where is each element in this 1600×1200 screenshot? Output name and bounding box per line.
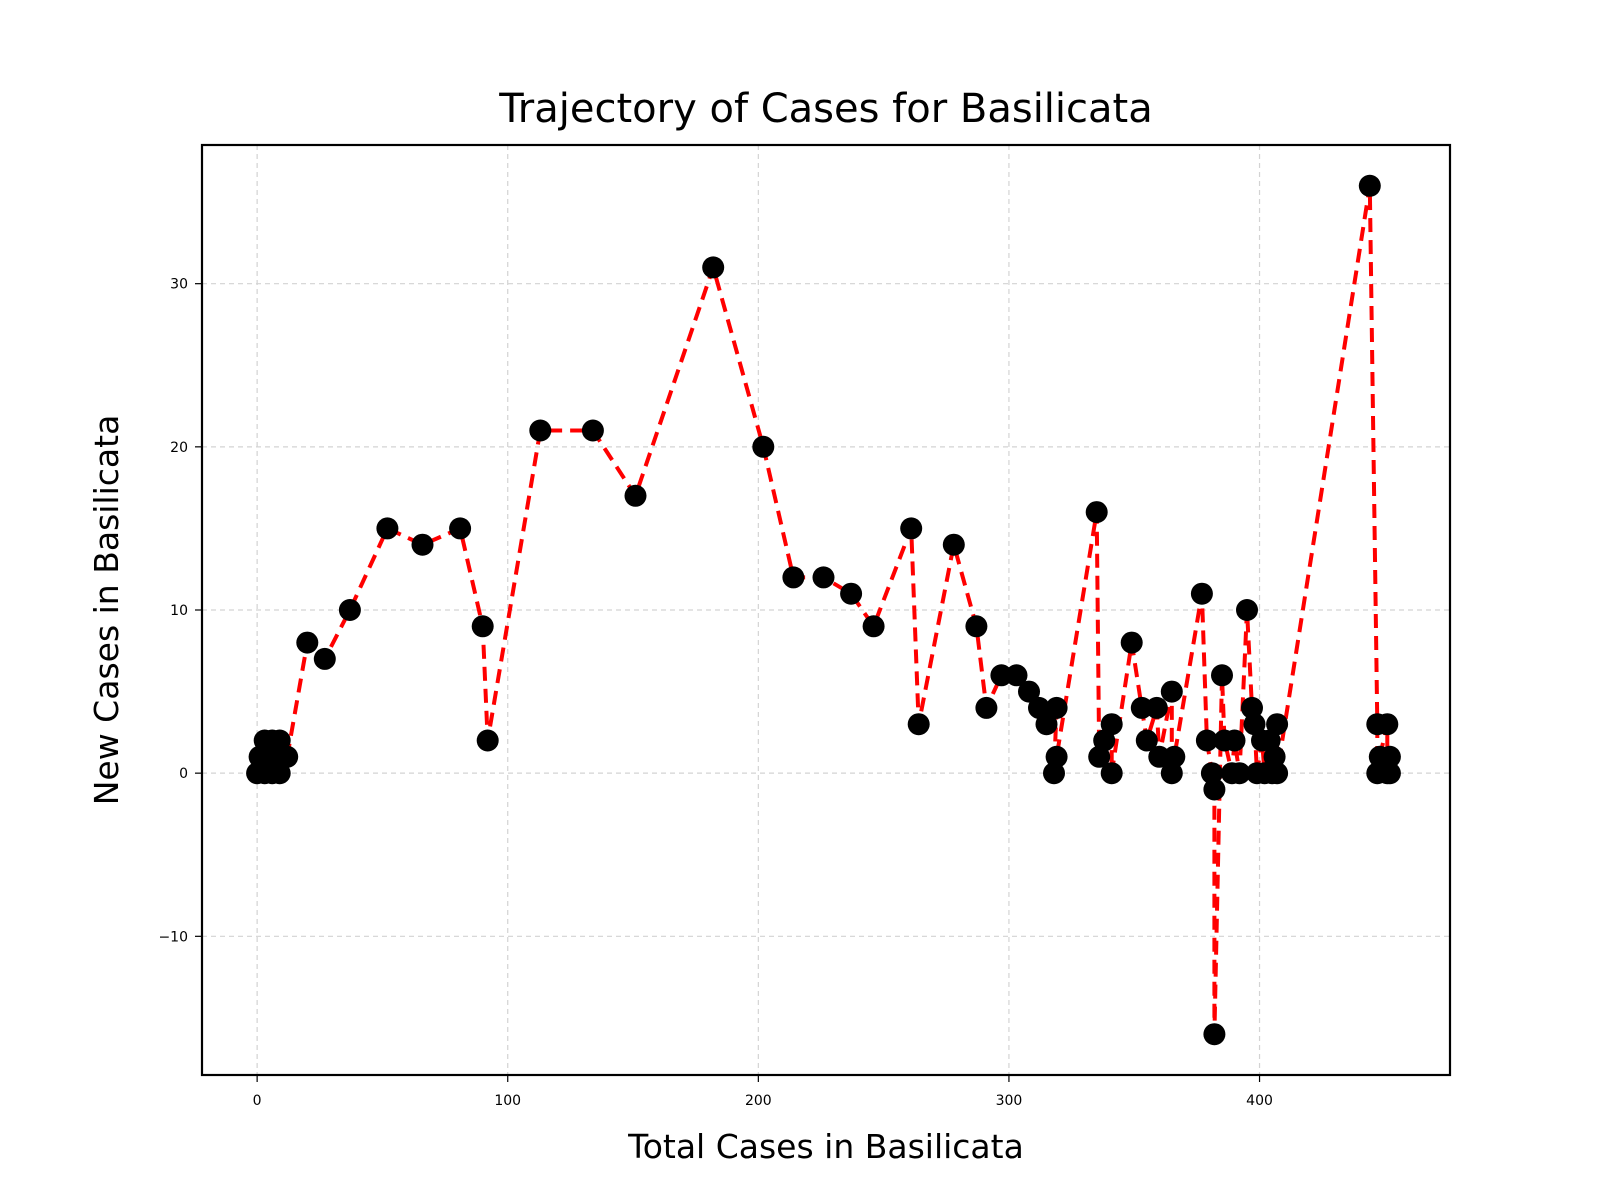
x-tick-label: 400 xyxy=(1246,1093,1273,1109)
data-point xyxy=(1195,729,1218,752)
axis-ticks: 0 100 200 300 400 −10 0 10 20 30 xyxy=(158,277,1272,1109)
data-point xyxy=(965,615,988,638)
data-point xyxy=(1378,745,1401,768)
data-point xyxy=(1163,745,1186,768)
data-point xyxy=(1203,778,1226,801)
data-point xyxy=(529,419,552,442)
x-tick-label: 200 xyxy=(745,1093,772,1109)
x-tick-label: 100 xyxy=(494,1093,521,1109)
data-point xyxy=(411,533,434,556)
y-tick-label: −10 xyxy=(158,929,188,945)
data-point xyxy=(1035,713,1058,736)
data-point xyxy=(268,762,291,785)
x-axis-label: Total Cases in Basilicata xyxy=(627,1127,1024,1166)
data-point xyxy=(1145,696,1168,719)
data-point xyxy=(1358,174,1381,197)
x-tick-label: 0 xyxy=(253,1093,262,1109)
data-point xyxy=(276,745,299,768)
data-series xyxy=(246,174,1401,1046)
data-point xyxy=(624,484,647,507)
data-point xyxy=(1045,696,1068,719)
data-point xyxy=(840,582,863,605)
data-point xyxy=(900,517,923,540)
y-tick-label: 10 xyxy=(170,603,188,619)
data-point xyxy=(942,533,965,556)
data-point xyxy=(1018,680,1040,703)
data-point xyxy=(702,256,725,279)
data-point xyxy=(907,713,930,736)
data-point xyxy=(1266,762,1289,785)
data-point xyxy=(1263,745,1286,768)
data-point xyxy=(1160,762,1183,785)
y-tick-label: 20 xyxy=(170,440,188,456)
y-tick-label: 30 xyxy=(170,277,188,293)
data-point xyxy=(1045,745,1068,768)
data-point xyxy=(313,647,336,670)
data-point xyxy=(1100,762,1123,785)
data-point xyxy=(1223,729,1246,752)
data-point xyxy=(376,517,399,540)
data-point xyxy=(1378,762,1401,785)
data-point xyxy=(862,615,885,638)
data-point xyxy=(1236,599,1258,621)
data-point xyxy=(1203,1023,1226,1046)
data-point xyxy=(471,615,494,638)
data-point xyxy=(581,419,604,442)
data-point xyxy=(1085,501,1108,524)
data-point xyxy=(812,566,835,589)
data-point xyxy=(1200,762,1223,785)
data-point xyxy=(476,729,499,752)
data-point xyxy=(752,435,775,458)
data-point xyxy=(1100,713,1123,736)
data-point xyxy=(1211,664,1233,687)
data-point xyxy=(990,664,1013,687)
data-point xyxy=(1376,713,1399,736)
data-point xyxy=(296,631,319,654)
data-point xyxy=(1160,680,1183,703)
data-point xyxy=(1043,762,1065,785)
x-tick-label: 300 xyxy=(996,1093,1023,1109)
data-point xyxy=(1266,713,1289,736)
data-point xyxy=(1241,696,1263,719)
data-point xyxy=(1190,582,1213,605)
data-point xyxy=(782,566,805,589)
chart-title: Trajectory of Cases for Basilicata xyxy=(498,86,1152,132)
data-point xyxy=(975,696,998,719)
data-point xyxy=(338,599,361,621)
data-point xyxy=(1135,729,1158,752)
data-point xyxy=(1120,631,1143,654)
y-axis-label: New Cases in Basilicata xyxy=(87,415,126,806)
data-point xyxy=(1228,762,1251,785)
y-tick-label: 0 xyxy=(179,766,188,782)
data-point xyxy=(449,517,472,540)
data-point xyxy=(1005,664,1028,687)
